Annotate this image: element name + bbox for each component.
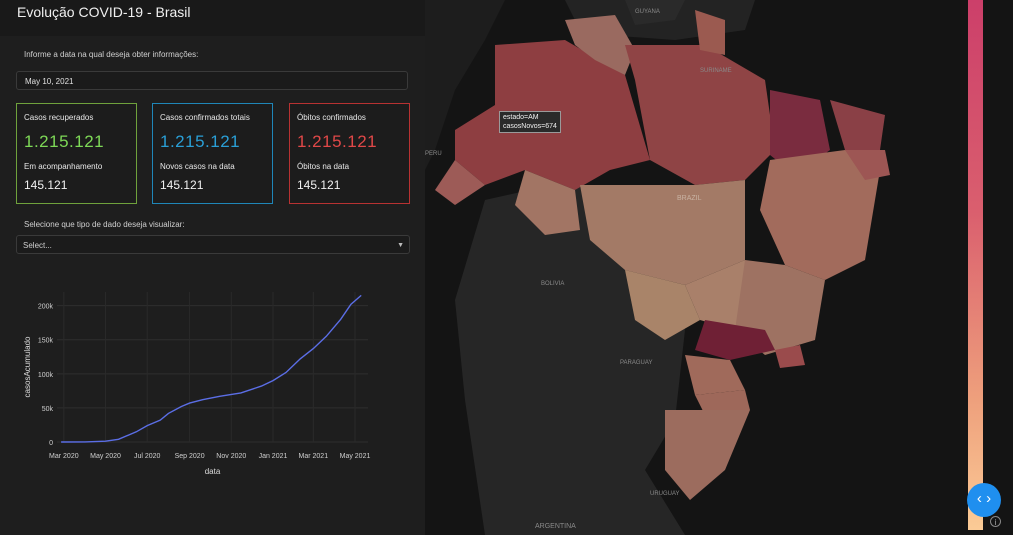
deaths-label: Óbitos confirmados xyxy=(297,113,366,122)
cumulative-cases-chart: 0 50k 100k 150k 200k Mar 2020 May 2020 Jul 2020… xyxy=(23,292,371,476)
brazil-label: BRAZIL xyxy=(677,195,702,202)
state-acre xyxy=(435,160,485,205)
data-type-prompt: Selecione que tipo de dado deseja visual… xyxy=(24,220,185,229)
state-amapa xyxy=(695,10,725,55)
code-toggle-button[interactable]: ‹ › xyxy=(967,483,1001,517)
date-prompt: Informe a data na qual deseja obter info… xyxy=(24,50,199,59)
map-svg: BRAZIL BOLIVIA PERU PARAGUAY URUGUAY ARG… xyxy=(425,0,1013,535)
paraguay-label: PARAGUAY xyxy=(620,360,652,366)
x-tick-label: May 2021 xyxy=(340,453,371,460)
suriname-label: SURINAME xyxy=(700,68,732,74)
x-tick-label: May 2020 xyxy=(90,453,121,460)
state-ceara xyxy=(830,100,885,150)
monitoring-value: 145.121 xyxy=(24,178,68,192)
deaths-value: 1.215.121 xyxy=(297,132,378,151)
new-cases-value: 145.121 xyxy=(160,178,204,192)
bolivia-label: BOLIVIA xyxy=(541,281,564,287)
info-icon[interactable]: i xyxy=(990,516,1001,527)
recovered-value: 1.215.121 xyxy=(24,132,105,151)
header-bar: Evolução COVID-19 - Brasil xyxy=(0,0,425,36)
y-tick-label: 150k xyxy=(38,338,54,345)
choropleth-map[interactable]: BRAZIL BOLIVIA PERU PARAGUAY URUGUAY ARG… xyxy=(425,0,1013,535)
state-maranhao xyxy=(770,90,830,175)
state-pernambuco xyxy=(845,150,890,180)
state-para xyxy=(625,45,775,185)
y-tick-label: 0 xyxy=(49,440,53,447)
confirmed-value: 1.215.121 xyxy=(160,132,241,151)
state-sao-paulo xyxy=(695,320,775,360)
x-tick-label: Jan 2021 xyxy=(259,453,288,460)
state-rio xyxy=(775,345,805,368)
page-title: Evolução COVID-19 - Brasil xyxy=(17,4,191,20)
x-axis-label: data xyxy=(205,467,221,476)
tooltip-state: estado=AM xyxy=(503,114,539,121)
guyana-label: GUYANA xyxy=(635,9,660,15)
state-parana xyxy=(685,355,745,395)
state-rondonia xyxy=(515,170,580,235)
cases-series-line xyxy=(61,294,362,443)
confirmed-card: Casos confirmados totais 1.215.121 Novos… xyxy=(152,103,273,204)
uruguay-label: URUGUAY xyxy=(650,491,680,497)
recovered-card: Casos recuperados 1.215.121 Em acompanha… xyxy=(16,103,137,204)
select-placeholder: Select... xyxy=(23,241,52,250)
x-tick-label: Mar 2021 xyxy=(299,453,329,460)
date-picker-input[interactable]: May 10, 2021 xyxy=(16,71,408,90)
deaths-card: Óbitos confirmados 1.215.121 Óbitos na d… xyxy=(289,103,410,204)
data-type-select[interactable]: Select... ▼ xyxy=(16,235,410,254)
chevron-down-icon[interactable]: ▼ xyxy=(397,242,404,249)
tooltip-new-cases: casosNovos=674 xyxy=(503,123,557,130)
state-mato-grosso xyxy=(580,180,745,285)
new-cases-label: Novos casos na data xyxy=(160,162,235,171)
monitoring-label: Em acompanhamento xyxy=(24,162,103,171)
argentina-label: ARGENTINA xyxy=(535,523,576,530)
map-tooltip: estado=AM casosNovos=674 xyxy=(499,111,561,133)
y-tick-label: 50k xyxy=(42,406,54,413)
x-tick-label: Mar 2020 xyxy=(49,453,79,460)
x-tick-label: Jul 2020 xyxy=(134,453,161,460)
x-tick-label: Sep 2020 xyxy=(175,453,205,460)
code-toggle-icon: ‹ › xyxy=(976,490,992,507)
x-tick-label: Nov 2020 xyxy=(216,453,246,460)
deaths-date-label: Óbitos na data xyxy=(297,162,350,171)
state-bahia xyxy=(760,150,880,280)
confirmed-label: Casos confirmados totais xyxy=(160,113,250,122)
left-panel: Evolução COVID-19 - Brasil Informe a dat… xyxy=(0,0,425,535)
colorbar xyxy=(968,0,983,530)
y-axis-label: casosAcumulado xyxy=(23,336,32,397)
state-santa-catarina xyxy=(695,390,750,415)
recovered-label: Casos recuperados xyxy=(24,113,94,122)
peru-label: PERU xyxy=(425,151,442,157)
y-tick-label: 200k xyxy=(38,304,54,311)
deaths-date-value: 145.121 xyxy=(297,178,341,192)
y-tick-label: 100k xyxy=(38,372,54,379)
state-roraima xyxy=(565,15,635,75)
state-mato-grosso-sul xyxy=(625,270,700,340)
state-rio-grande-sul xyxy=(665,410,750,500)
